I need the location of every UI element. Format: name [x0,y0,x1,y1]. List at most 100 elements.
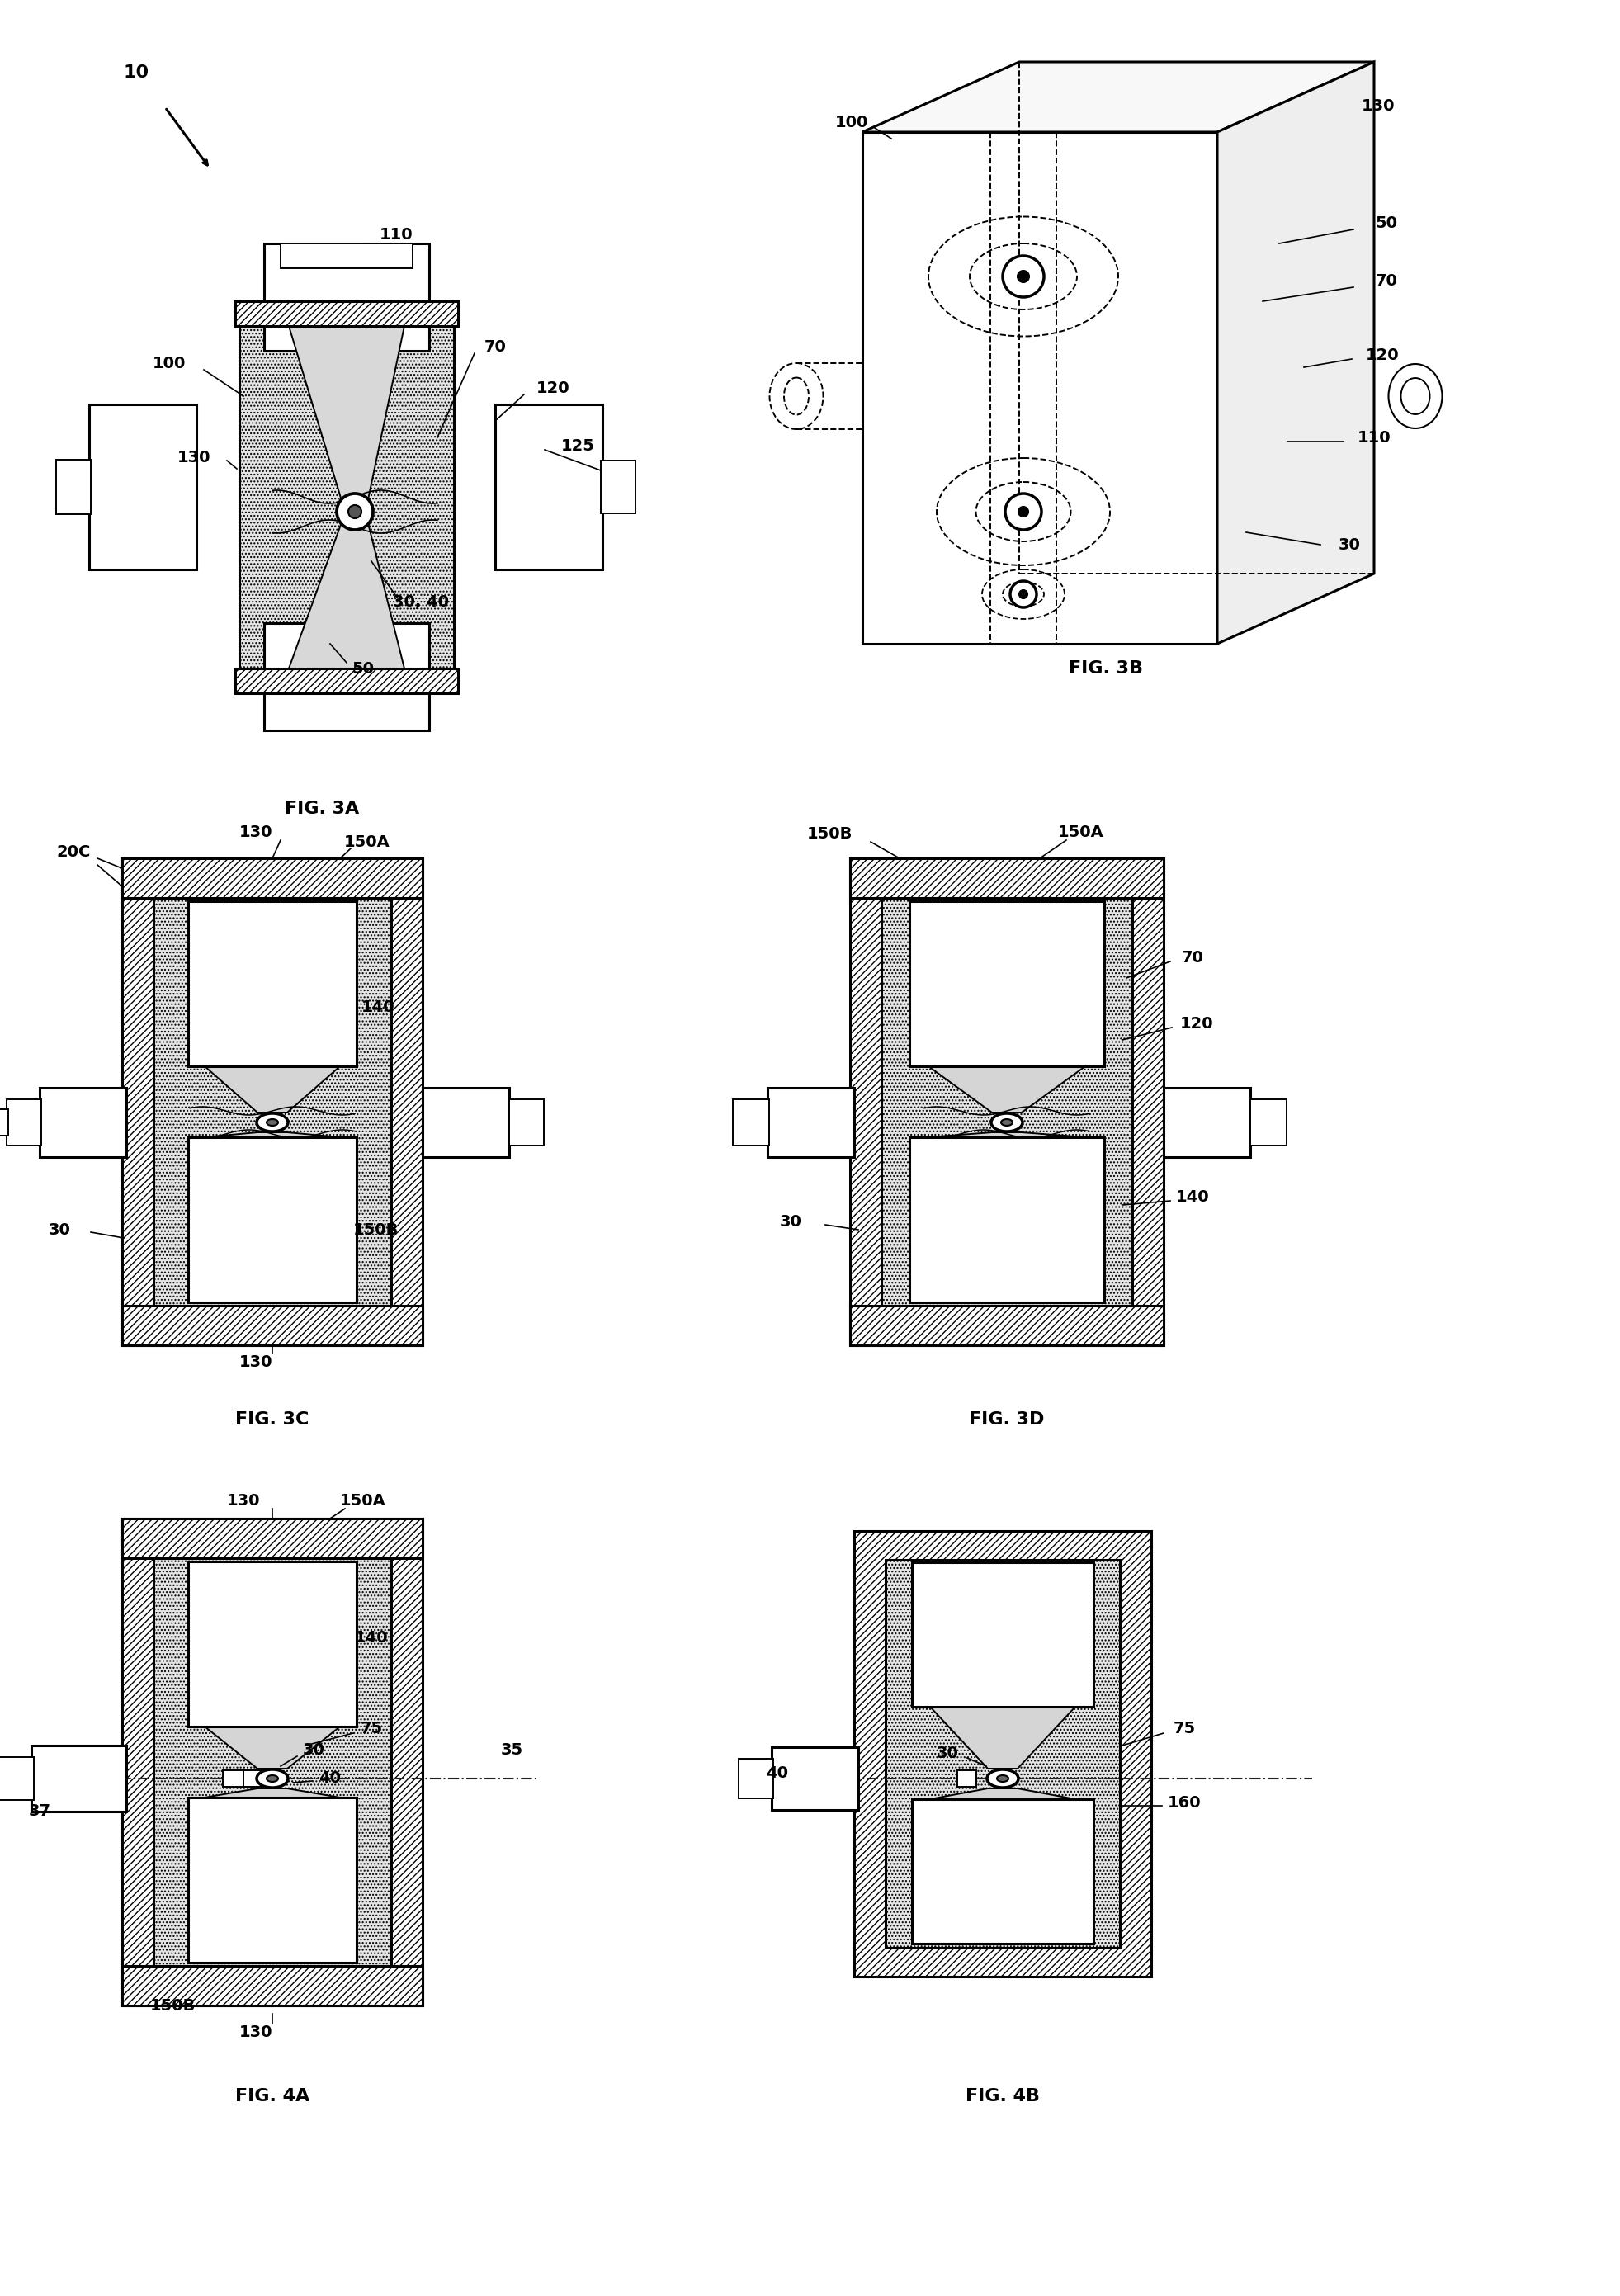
Circle shape [1019,590,1027,599]
Text: 130: 130 [240,2025,272,2039]
Polygon shape [1217,62,1374,643]
Ellipse shape [267,1775,279,1782]
Text: 70: 70 [484,340,505,354]
Bar [122,859,423,898]
Text: 120: 120 [1366,347,1400,363]
Text: 10: 10 [123,64,149,80]
Bar [235,301,458,326]
Text: 130: 130 [240,824,272,840]
Polygon shape [204,1065,340,1114]
Polygon shape [204,1727,340,1768]
Ellipse shape [987,1770,1019,1789]
Circle shape [1011,581,1037,608]
Text: 120: 120 [1179,1015,1213,1031]
Polygon shape [204,1132,340,1137]
Text: 30: 30 [303,1743,324,1756]
Bar [854,1531,1152,1977]
Text: 20C: 20C [57,845,91,859]
Polygon shape [930,1706,1076,1768]
Text: 160: 160 [1168,1795,1200,1812]
Bar [601,461,635,514]
Bar [957,1770,977,1786]
Bar [886,1559,1119,1947]
Bar [188,1561,356,1727]
Bar [39,1088,126,1157]
Bar [122,859,423,1345]
Circle shape [1019,507,1029,517]
Polygon shape [288,519,405,668]
Bar [768,1088,854,1157]
Text: 120: 120 [536,381,570,395]
Circle shape [1017,271,1029,282]
Bar [280,243,413,269]
Text: 75: 75 [1173,1722,1196,1736]
Bar [850,859,1163,898]
Text: 70: 70 [1375,273,1398,289]
Polygon shape [862,62,1374,133]
Circle shape [348,505,361,519]
Text: 30: 30 [1338,537,1361,553]
Text: 150B: 150B [151,1998,196,2014]
Ellipse shape [1001,1118,1012,1125]
Text: 130: 130 [1361,99,1395,113]
Bar [122,1518,423,2004]
Text: FIG. 4A: FIG. 4A [235,2087,309,2105]
Bar [122,1306,423,1345]
Text: FIG. 3B: FIG. 3B [1069,661,1144,677]
Text: 150B: 150B [807,827,852,840]
Bar [264,243,429,351]
Text: 40: 40 [319,1770,342,1786]
Circle shape [1004,494,1042,530]
Ellipse shape [256,1114,288,1132]
Text: FIG. 3A: FIG. 3A [285,801,360,817]
Bar [154,886,390,1316]
Bar [771,1747,859,1809]
Bar [850,1306,1163,1345]
Text: 130: 130 [240,1355,272,1371]
Polygon shape [930,1789,1076,1800]
Text: FIG. 4B: FIG. 4B [966,2087,1040,2105]
Bar [496,404,603,569]
Bar [739,1759,773,1798]
Bar [912,1561,1094,1706]
Text: 35: 35 [501,1743,523,1756]
Bar [154,1548,390,1977]
Bar [57,459,91,514]
Text: 100: 100 [836,115,868,131]
Text: 110: 110 [1358,429,1392,445]
Bar [31,1745,126,1812]
Text: 40: 40 [766,1766,789,1782]
Text: 130: 130 [227,1492,261,1508]
Text: FIG. 3C: FIG. 3C [235,1412,309,1428]
Bar [881,886,1132,1316]
Bar [235,668,458,693]
Bar [912,1800,1094,1945]
Circle shape [1003,255,1043,296]
Text: 140: 140 [361,999,395,1015]
Bar [6,1100,40,1146]
Bar [0,1756,34,1800]
Bar [1251,1100,1286,1146]
Text: 70: 70 [1181,951,1204,964]
Ellipse shape [267,1118,279,1125]
Ellipse shape [1401,379,1430,413]
Text: 50: 50 [352,661,374,677]
Text: 125: 125 [561,439,595,455]
Bar [1163,1088,1251,1157]
Bar [188,902,356,1065]
Bar [122,1965,423,2004]
Bar [850,859,1163,1345]
Text: 37: 37 [29,1805,50,1818]
Text: 100: 100 [152,356,186,372]
Ellipse shape [991,1114,1022,1132]
Ellipse shape [256,1770,288,1789]
Text: 30: 30 [779,1215,802,1228]
Bar [89,404,196,569]
Text: 150A: 150A [1058,824,1105,840]
Text: 110: 110 [379,227,413,243]
Text: FIG. 3D: FIG. 3D [969,1412,1045,1428]
Ellipse shape [1388,365,1442,429]
Text: 50: 50 [1375,216,1398,230]
Bar [732,1100,770,1146]
Bar [909,1137,1105,1302]
